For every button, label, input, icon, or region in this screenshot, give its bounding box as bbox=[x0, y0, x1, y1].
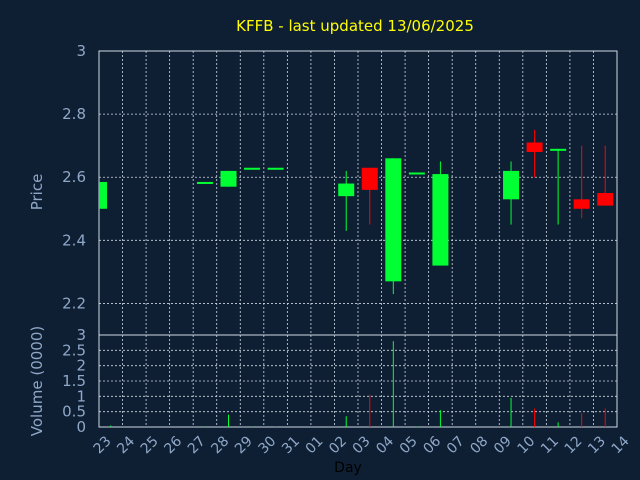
candle-body bbox=[244, 167, 261, 170]
volume-tick-label: 1.5 bbox=[62, 372, 86, 390]
candle-body bbox=[338, 183, 355, 197]
candle-body bbox=[408, 172, 425, 175]
candle-body bbox=[503, 170, 520, 200]
volume-tick-label: 0 bbox=[76, 418, 86, 436]
candle-body bbox=[432, 174, 449, 266]
price-axis-label: Price bbox=[28, 174, 46, 211]
price-tick-label: 2.6 bbox=[62, 168, 86, 186]
candle-body bbox=[526, 142, 543, 152]
candle-body bbox=[220, 170, 237, 187]
price-tick-label: 2.8 bbox=[62, 105, 86, 123]
candle-body bbox=[573, 199, 590, 209]
volume-axis-label: Volume (0000) bbox=[28, 326, 46, 436]
candle-body bbox=[550, 148, 567, 151]
volume-tick-label: 1 bbox=[76, 387, 86, 405]
volume-tick-label: 0.5 bbox=[62, 403, 86, 421]
volume-tick-label: 2.5 bbox=[62, 341, 86, 359]
volume-tick-label: 2 bbox=[76, 357, 86, 375]
candle-body bbox=[196, 181, 213, 184]
candle-body bbox=[597, 193, 614, 206]
candle-body bbox=[385, 158, 402, 282]
x-axis-label: Day bbox=[334, 460, 362, 476]
price-panel: 2.2 2.4 2.6 2.8 3 bbox=[62, 42, 618, 336]
price-tick-label: 2.2 bbox=[62, 294, 86, 312]
x-tick-labels: 23 24 25 26 27 28 29 30 31 01 02 03 04 05 06 07 08 09 10 11… bbox=[91, 433, 633, 457]
volume-tick-label: 3 bbox=[76, 326, 86, 344]
candle-body bbox=[99, 181, 107, 209]
candle-body bbox=[361, 167, 378, 190]
price-tick-label: 3 bbox=[76, 42, 86, 60]
chart-title: KFFB - last updated 13/06/2025 bbox=[236, 17, 474, 35]
price-tick-label: 2.4 bbox=[62, 231, 86, 249]
candle-body bbox=[267, 167, 284, 170]
volume-panel: 00.511.522.53 bbox=[62, 326, 618, 436]
